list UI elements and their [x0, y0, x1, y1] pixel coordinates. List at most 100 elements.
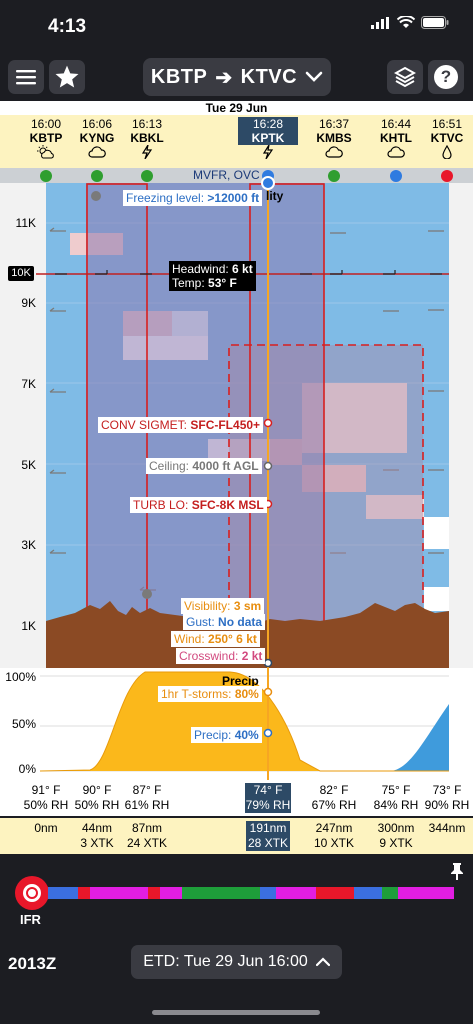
home-indicator[interactable] — [152, 1010, 320, 1015]
category-strip-segment — [48, 887, 78, 899]
waypoint-kbtp[interactable]: 16:00 KBTP — [16, 117, 76, 161]
ceiling-label: Ceiling: — [149, 459, 190, 473]
category-strip-segment — [90, 887, 148, 899]
battery-icon — [421, 16, 449, 29]
gust-label: Gust: — [186, 615, 215, 629]
flight-category-bar: MVFR, OVC — [0, 168, 473, 183]
waypoint-kyng[interactable]: 16:06 KYNG — [67, 117, 127, 161]
ceiling-value: 4000 ft AGL — [192, 459, 259, 473]
route-arrow-icon: ➔ — [215, 66, 233, 89]
zulu-time: 2013Z — [8, 954, 57, 973]
waypoint-khtl[interactable]: 16:44 KHTL — [366, 117, 426, 161]
visibility-label: Visibility: — [184, 599, 231, 613]
waypoint-time: 16:37 — [318, 117, 350, 131]
partly-sunny-icon — [16, 145, 76, 161]
flight-category-label: IFR — [20, 912, 41, 927]
lightning-icon — [238, 144, 298, 161]
distance-cell: 44nm 3 XTK — [80, 821, 114, 850]
headwind-value: 6 kt — [232, 262, 253, 276]
waypoint-time: 16:44 — [380, 117, 412, 131]
pin-icon[interactable] — [450, 862, 464, 885]
selected-category-dot — [261, 176, 275, 190]
waypoint-time: 16:28 — [238, 117, 298, 131]
turb-value: SFC-8K MSL — [191, 498, 264, 512]
temp-cell: 73° F 90% RH — [424, 783, 470, 812]
waypoint-kbkl[interactable]: 16:13 KBKL — [117, 117, 177, 161]
ceiling-callout: Ceiling: 4000 ft AGL — [146, 458, 262, 474]
distance-cell: 344nm — [428, 821, 466, 835]
crosswind-value: 2 kt — [241, 649, 263, 663]
waypoint-name: KMBS — [316, 131, 352, 145]
waypoint-name: KPTK — [238, 131, 298, 145]
visibility-value: 3 sm — [233, 599, 262, 613]
category-dot — [141, 170, 153, 182]
distance-cell: 247nm 10 XTK — [313, 821, 355, 850]
waypoint-name: KHTL — [380, 131, 412, 145]
distance-cell: 87nm 24 XTK — [126, 821, 168, 850]
waypoint-kmbs[interactable]: 16:37 KMBS — [304, 117, 364, 161]
waypoint-time: 16:00 — [30, 117, 62, 131]
gust-callout: Gust: No data — [183, 614, 266, 630]
category-dot — [390, 170, 402, 182]
precip-label: Precip: — [194, 728, 232, 742]
temp-value: 53° F — [208, 276, 237, 290]
cloud-icon — [304, 145, 364, 161]
tstorm-label: 1hr T-storms: — [161, 687, 232, 701]
drizzle-icon — [417, 144, 473, 161]
menu-button[interactable] — [8, 60, 44, 94]
temp-cell: 75° F 84% RH — [373, 783, 419, 812]
precip-value: 40% — [234, 728, 259, 742]
visibility-partial-label: lity — [266, 189, 284, 203]
category-dot — [91, 170, 103, 182]
waypoint-kptk[interactable]: 16:28 KPTK — [238, 117, 298, 161]
temp-cell: 90° F 50% RH — [74, 783, 120, 812]
sigmet-label: CONV SIGMET: — [101, 418, 188, 432]
category-strip-segment — [398, 887, 454, 899]
route-from: KBTP — [150, 65, 208, 88]
turb-label: TURB LO: — [133, 498, 189, 512]
wind-label: Wind: — [174, 632, 205, 646]
status-icons — [371, 16, 449, 29]
help-button[interactable]: ? — [428, 60, 464, 94]
waypoint-ktvc[interactable]: 16:51 KTVC — [417, 117, 473, 161]
category-strip-segment — [276, 887, 316, 899]
category-strip-segment — [160, 887, 182, 899]
distance-cell-selected: 191nm 28 XTK — [246, 821, 290, 851]
turbulence-callout: TURB LO: SFC-8K MSL — [130, 497, 267, 513]
etd-selector[interactable]: ETD: Tue 29 Jun 16:00 — [131, 945, 342, 979]
tstorm-callout: 1hr T-storms: 80% — [158, 686, 262, 702]
distance-cell: 300nm 9 XTK — [377, 821, 415, 850]
precip-axis-label: 100% — [5, 670, 36, 684]
temp-cell-selected: 74° F 79% RH — [245, 783, 291, 813]
headwind-callout: Headwind: 6 kt Temp: 53° F — [169, 261, 256, 291]
altitude-label: 11K — [15, 216, 36, 230]
category-strip-segment — [316, 887, 354, 899]
layers-button[interactable] — [387, 60, 423, 94]
waypoint-time: 16:51 — [431, 117, 463, 131]
altitude-label: 5K — [21, 458, 36, 472]
route-selector[interactable]: KBTP ➔ KTVC — [143, 58, 331, 96]
cruise-altitude-badge[interactable]: 10K — [8, 266, 34, 281]
waypoint-time: 16:13 — [131, 117, 163, 131]
favorite-button[interactable] — [49, 60, 85, 94]
precip-axis-label: 0% — [18, 762, 36, 776]
precip-overlay — [39, 668, 449, 780]
freezing-level-callout: Freezing level: >12000 ft — [123, 190, 263, 206]
status-time: 4:13 — [48, 16, 87, 37]
waypoint-time: 16:06 — [81, 117, 113, 131]
flight-category-indicator[interactable] — [15, 876, 49, 910]
category-label: MVFR, OVC — [193, 168, 260, 182]
waypoint-name: KBTP — [29, 131, 63, 145]
waypoint-name: KBKL — [130, 131, 164, 145]
altitude-label: 3K — [21, 538, 36, 552]
precip-title: Precip — [222, 674, 259, 688]
distance-row: 0nm 44nm 3 XTK 87nm 24 XTK 191nm 28 XTK 247… — [0, 818, 473, 854]
layers-icon — [394, 66, 416, 88]
cloud-icon — [67, 145, 127, 161]
altitude-label: 1K — [21, 619, 36, 633]
waypoint-name: KYNG — [79, 131, 115, 145]
route-category-strip[interactable] — [48, 887, 454, 899]
category-dot — [441, 170, 453, 182]
waypoint-header: 16:00 KBTP 16:06 KYNG 16:13 KBKL 16:28 K… — [0, 115, 473, 168]
star-icon — [55, 65, 79, 88]
